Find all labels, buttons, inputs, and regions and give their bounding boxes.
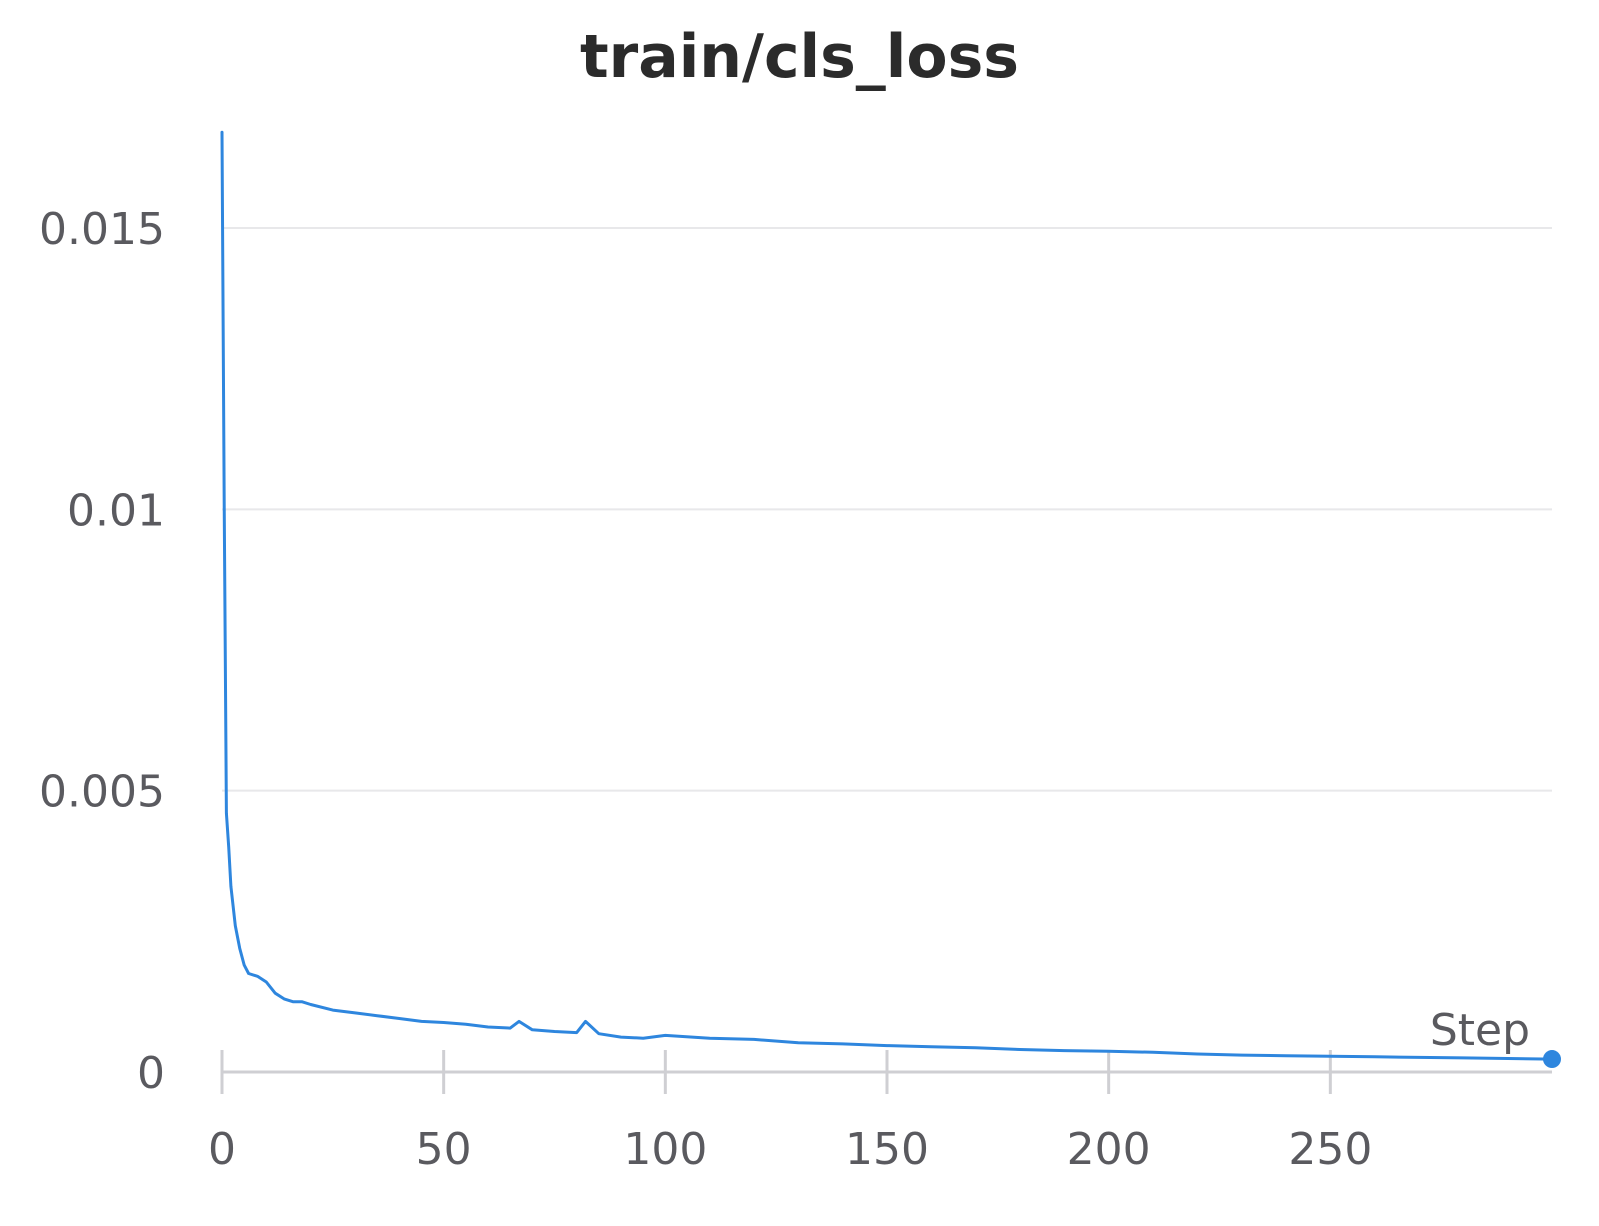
chart-title: train/cls_loss — [579, 22, 1019, 92]
y-tick-label: 0 — [137, 1048, 165, 1099]
x-axis-label: Step — [1430, 1005, 1530, 1056]
x-axis-ticks: 0 50 100 150 200 250 — [208, 1050, 1372, 1175]
y-tick-label: 0.005 — [39, 767, 165, 818]
x-tick-label: 150 — [845, 1124, 929, 1175]
x-tick-label: 250 — [1288, 1124, 1372, 1175]
x-tick-label: 0 — [208, 1124, 236, 1175]
y-tick-label: 0.015 — [39, 204, 165, 255]
series-layer — [220, 130, 1561, 1069]
y-axis-ticks: 0 0.005 0.01 0.015 — [39, 204, 165, 1099]
series-end-point[interactable] — [1543, 1050, 1561, 1069]
x-tick-label: 100 — [623, 1124, 707, 1175]
series-line — [220, 130, 1554, 1061]
x-tick-label: 200 — [1067, 1124, 1151, 1175]
y-tick-label: 0.01 — [67, 485, 165, 536]
grid-lines — [222, 227, 1552, 792]
x-tick-label: 50 — [416, 1124, 472, 1175]
